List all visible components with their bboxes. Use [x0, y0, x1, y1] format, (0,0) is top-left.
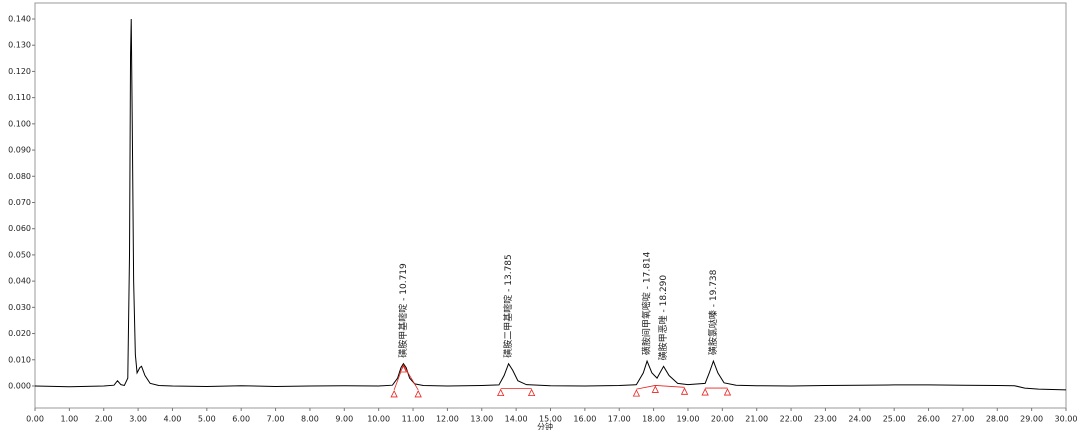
x-tick-label: 6.00	[232, 415, 250, 424]
y-tick-label: 0.010	[8, 355, 31, 364]
x-tick-label: 17.00	[608, 415, 631, 424]
y-tick-label: 0.060	[8, 224, 31, 233]
peak-label: 磺胺甲基嘧啶 - 10.719	[397, 263, 409, 358]
x-tick-label: 23.00	[814, 415, 837, 424]
y-tick-label: 0.140	[8, 14, 31, 23]
x-tick-label: 30.00	[1055, 415, 1078, 424]
integration-marker	[701, 388, 709, 396]
x-tick-label: 1.00	[60, 415, 78, 424]
x-tick-label: 11.00	[402, 415, 425, 424]
chromatogram-line	[34, 18, 1067, 391]
y-tick-label: 0.030	[8, 303, 31, 312]
x-tick-label: 16.00	[573, 415, 596, 424]
y-tick-label: 0.070	[8, 198, 31, 207]
peak-label: 磺胺二甲基嘧啶 - 13.785	[502, 254, 514, 357]
y-tick-label: 0.050	[8, 250, 31, 259]
integration-marker	[651, 385, 659, 393]
integration-baseline	[636, 385, 685, 390]
x-tick-label: 4.00	[164, 415, 182, 424]
x-tick-label: 19.00	[677, 415, 700, 424]
peak-label: 磺胺氯哒嗪 - 19.738	[707, 269, 719, 355]
x-tick-label: 15.00	[539, 415, 562, 424]
x-tick-label: 24.00	[848, 415, 871, 424]
integration-marker	[399, 365, 408, 373]
integration-marker	[527, 388, 536, 397]
x-tick-label: 9.00	[335, 415, 353, 424]
integration-marker	[497, 388, 505, 397]
integration-baseline	[393, 364, 419, 391]
x-tick-label: 28.00	[986, 415, 1009, 424]
y-tick-label: 0.120	[8, 67, 31, 76]
x-tick-label: 2.00	[95, 415, 113, 424]
y-tick-label: 0.000	[8, 381, 31, 390]
x-tick-label: 8.00	[301, 415, 319, 424]
x-tick-label: 18.00	[642, 415, 665, 424]
x-tick-label: 21.00	[745, 415, 768, 424]
plot-frame	[34, 2, 1067, 409]
x-tick-label: 0.00	[26, 415, 44, 424]
y-tick-label: 0.110	[8, 93, 31, 102]
x-tick-label: 27.00	[951, 415, 974, 424]
integration-marker	[723, 388, 732, 396]
integration-marker	[632, 389, 641, 397]
y-tick-label: 0.020	[8, 329, 31, 338]
x-tick-label: 22.00	[780, 415, 803, 424]
x-tick-label: 14.00	[505, 415, 528, 424]
x-tick-label: 25.00	[883, 415, 906, 424]
y-tick-label: 0.100	[8, 119, 31, 128]
y-tick-label: 0.130	[8, 41, 31, 50]
x-tick-label: 20.00	[711, 415, 734, 424]
x-tick-label: 10.00	[367, 415, 390, 424]
x-tick-label: 26.00	[917, 415, 940, 424]
integration-marker	[680, 387, 689, 395]
integration-marker	[414, 390, 422, 398]
peak-label: 磺胺甲恶唑 - 18.290	[657, 275, 669, 361]
x-tick-label: 12.00	[436, 415, 459, 424]
x-tick-label: 7.00	[267, 415, 285, 424]
x-axis-label: 分钟	[537, 422, 553, 430]
x-tick-label: 5.00	[198, 415, 216, 424]
y-tick-label: 0.080	[8, 172, 31, 181]
x-tick-label: 3.00	[129, 415, 147, 424]
y-tick-label: 0.040	[8, 277, 31, 286]
x-tick-label: 13.00	[470, 415, 493, 424]
y-tick-label: 0.090	[8, 146, 31, 155]
integration-marker	[390, 390, 398, 398]
peak-label: 磺胺间甲氧嘧啶 - 17.814	[641, 251, 653, 355]
x-tick-label: 29.00	[1020, 415, 1043, 424]
